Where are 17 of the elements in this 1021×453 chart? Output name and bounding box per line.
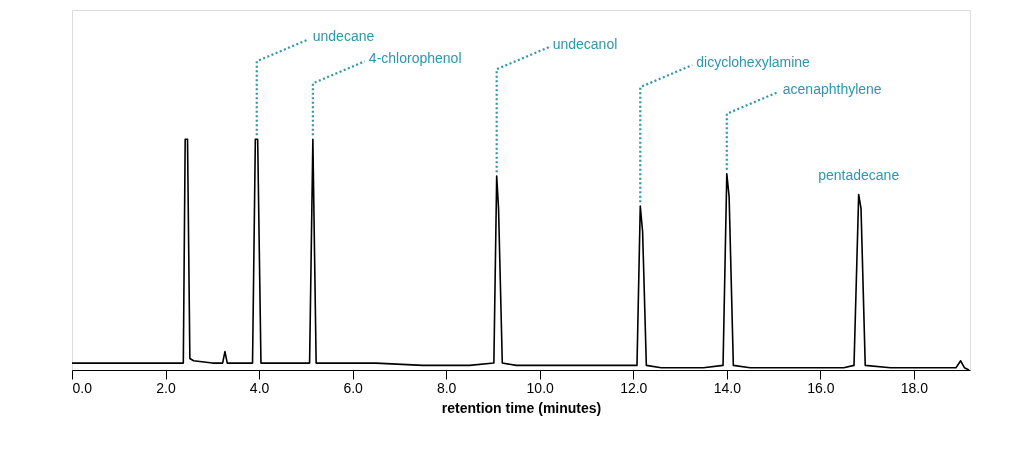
x-tick-label: 6.0 [343,379,364,396]
annotation: acenaphthylene [782,80,882,97]
x-tick-label: 2.0 [156,379,176,396]
x-tick-label: 8.0 [436,379,457,396]
x-tick-label: 0.0 [72,379,93,396]
annotation: pentadecane [818,166,900,183]
x-tick-label: 4.0 [249,379,270,396]
x-tick-label: 12.0 [620,379,648,396]
annotation: undecanol [552,36,618,53]
annotation: undecane [312,28,375,45]
x-tick-label: 14.0 [713,379,742,396]
annotation: 4-chlorophenol [368,50,462,67]
x-axis-title: retention time (minutes) [441,399,602,416]
x-tick-label: 16.0 [807,379,835,396]
x-tick-label: 18.0 [900,379,929,396]
x-tick-label: 10.0 [526,379,555,396]
annotation: dicyclohexylamine [696,54,811,71]
